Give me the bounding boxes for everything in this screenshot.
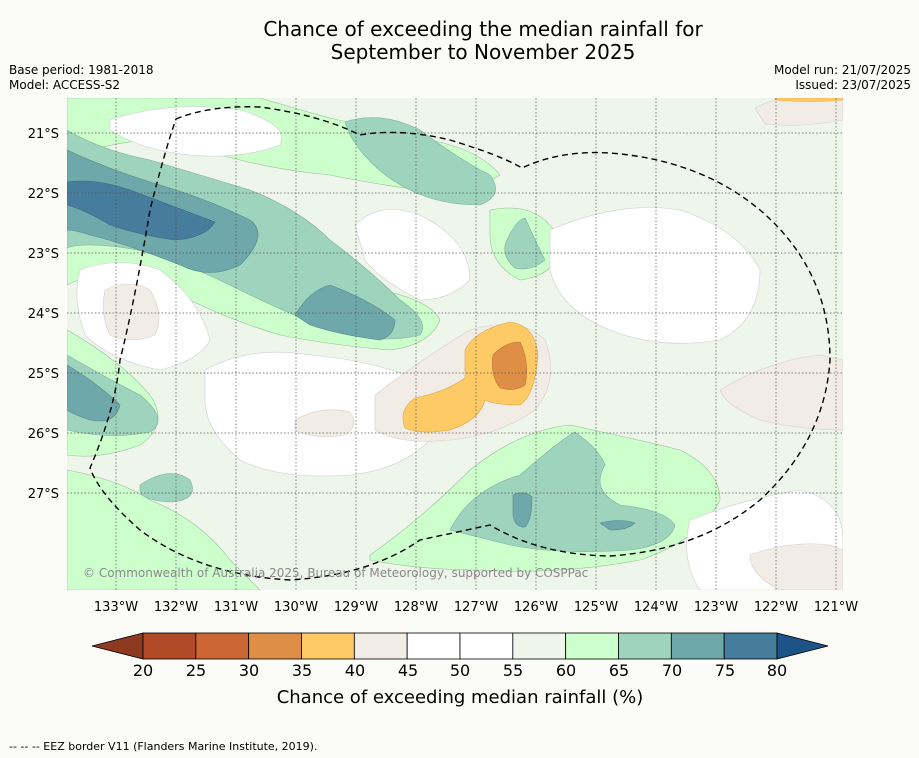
lat-label: 26°S: [28, 427, 59, 442]
lat-label: 22°S: [28, 187, 59, 202]
lon-label: 127°W: [454, 600, 498, 615]
band-75-80: [67, 180, 216, 241]
lon-label: 125°W: [574, 600, 618, 615]
lon-label: 128°W: [394, 600, 438, 615]
lon-label: 131°W: [214, 600, 258, 615]
lon-label: 124°W: [634, 600, 678, 615]
lat-label: 21°S: [28, 127, 59, 142]
colorbar-tick: 65: [609, 661, 629, 680]
colorbar-tick: 45: [398, 661, 418, 680]
colorbar-tick: 40: [345, 661, 365, 680]
base-period: Base period: 1981-2018: [9, 63, 154, 77]
lat-label: 24°S: [28, 307, 59, 322]
colorbar-cell: [353, 632, 408, 660]
lon-label: 130°W: [274, 600, 318, 615]
colorbar-tick: 30: [239, 661, 259, 680]
colorbar-cell: [459, 632, 514, 660]
colorbar-cells: [91, 632, 829, 660]
meta-left: Base period: 1981-2018 Model: ACCESS-S2: [9, 63, 154, 93]
lon-label: 133°W: [94, 600, 138, 615]
colorbar-cell: [512, 632, 567, 660]
colorbar-tick: 75: [715, 661, 735, 680]
colorbar: 20 25 30 35 40 45 50 55 60 65 70 75 80 C…: [91, 632, 829, 708]
colorbar-tick: 20: [133, 661, 153, 680]
colorbar-cell: [142, 632, 197, 660]
colorbar-tick: 70: [662, 661, 682, 680]
lon-label: 126°W: [514, 600, 558, 615]
colorbar-cell: [248, 632, 302, 660]
title-line-1: Chance of exceeding the median rainfall …: [263, 17, 703, 41]
eez-border: [89, 106, 831, 581]
colorbar-cell: [195, 632, 250, 660]
title-line-2: September to November 2025: [330, 40, 636, 64]
lon-label: 129°W: [334, 600, 378, 615]
map-title: Chance of exceeding the median rainfall …: [0, 18, 919, 64]
colorbar-cell: [670, 632, 725, 660]
colorbar-cell: [301, 632, 355, 660]
band-30-35: [492, 341, 527, 390]
lon-label: 121°W: [814, 600, 858, 615]
model-run: Model run: 21/07/2025: [773, 63, 911, 77]
rainfall-map: © Commonwealth of Australia 2025, Bureau…: [67, 98, 843, 590]
lat-label: 27°S: [28, 487, 59, 502]
colorbar-tick: 25: [186, 661, 206, 680]
colorbar-tick: 50: [450, 661, 470, 680]
colorbar-arrow-high: [776, 632, 829, 660]
colorbar-tick: 35: [292, 661, 312, 680]
eez-legend: -- -- -- EEZ border V11 (Flanders Marine…: [9, 740, 318, 753]
colorbar-cell: [618, 632, 672, 660]
meta-right: Model run: 21/07/2025 Issued: 23/07/2025: [774, 63, 911, 93]
model-name: Model: ACCESS-S2: [9, 78, 121, 92]
copyright-notice: © Commonwealth of Australia 2025, Bureau…: [83, 566, 588, 580]
latitude-labels: 21°S 22°S 23°S 24°S 25°S 26°S 27°S: [28, 127, 59, 502]
colorbar-tick: 55: [503, 661, 523, 680]
lat-label: 23°S: [28, 247, 59, 262]
longitude-labels: 133°W 132°W 131°W 130°W 129°W 128°W 127°…: [94, 600, 858, 615]
colorbar-tick: 60: [556, 661, 576, 680]
colorbar-arrow-low: [91, 632, 144, 660]
lon-label: 122°W: [754, 600, 798, 615]
colorbar-label: Chance of exceeding median rainfall (%): [277, 687, 644, 708]
gridlines: [67, 98, 843, 590]
colorbar-tick: 80: [767, 661, 787, 680]
lat-label: 25°S: [28, 367, 59, 382]
lon-label: 132°W: [154, 600, 198, 615]
lon-label: 123°W: [694, 600, 738, 615]
colorbar-cell: [723, 632, 778, 660]
colorbar-cell: [565, 632, 619, 660]
issued-date: Issued: 23/07/2025: [795, 78, 911, 92]
colorbar-cell: [406, 632, 461, 660]
